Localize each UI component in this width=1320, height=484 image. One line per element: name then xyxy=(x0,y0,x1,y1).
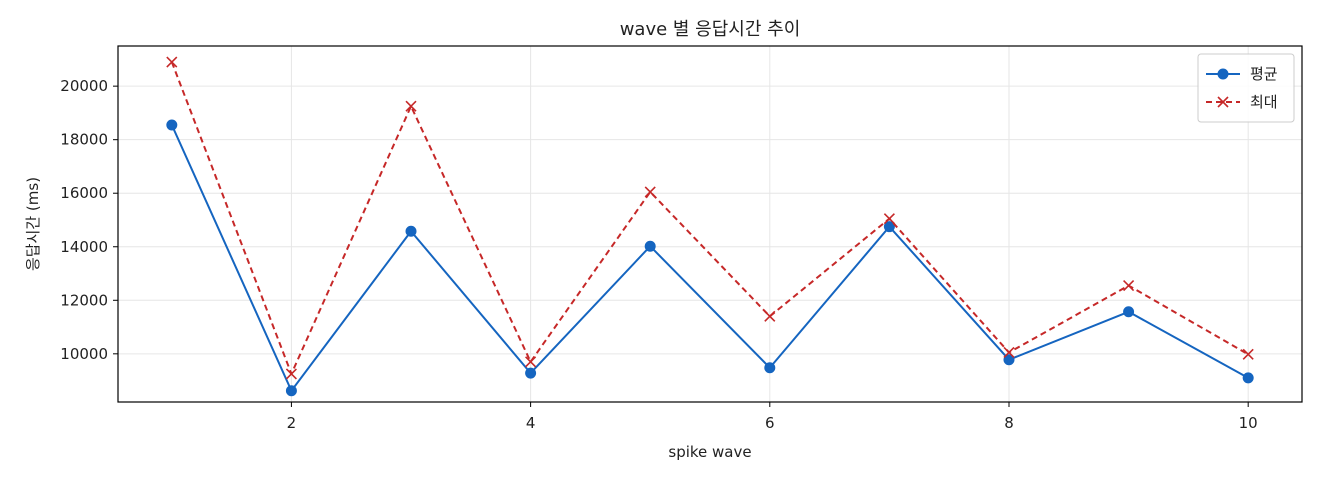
grid-lines xyxy=(118,46,1302,402)
legend-marker xyxy=(1217,68,1229,80)
x-tick-label: 10 xyxy=(1239,414,1258,432)
plot-area-frame xyxy=(117,45,1303,403)
axis-ticks: 2 4 6 8 10 10000 12000 14000 16000 18000 20000 xyxy=(60,77,1257,432)
y-tick-label: 14000 xyxy=(60,238,108,256)
y-tick-label: 18000 xyxy=(60,131,108,149)
series-1 xyxy=(166,119,1254,397)
data-point xyxy=(764,310,776,322)
data-point xyxy=(644,186,656,198)
data-point xyxy=(525,367,537,379)
data-point xyxy=(405,225,417,237)
legend-label: 평균 xyxy=(1250,65,1278,83)
y-tick-label: 20000 xyxy=(60,77,108,95)
data-point xyxy=(285,368,297,380)
data-point xyxy=(166,119,178,131)
data-point xyxy=(285,385,297,397)
data-point xyxy=(1003,346,1015,359)
data-point xyxy=(166,56,178,68)
legend-item: 평균 xyxy=(1206,65,1278,83)
data-point xyxy=(644,240,656,252)
data-point xyxy=(1123,306,1135,318)
data-point xyxy=(1242,372,1254,384)
x-axis-label: spike wave xyxy=(668,443,751,461)
x-tick-label: 8 xyxy=(1004,414,1014,432)
data-point xyxy=(1123,279,1135,292)
x-tick-label: 4 xyxy=(526,414,536,432)
data-point xyxy=(1242,348,1254,360)
y-tick-label: 10000 xyxy=(60,345,108,363)
x-tick-label: 6 xyxy=(765,414,775,432)
data-point xyxy=(1003,354,1015,366)
legend-marker xyxy=(1217,96,1229,108)
data-point xyxy=(883,221,895,233)
series-line xyxy=(170,124,1249,392)
legend-label: 최대 xyxy=(1250,93,1278,111)
data-point xyxy=(764,362,776,374)
data-point xyxy=(525,356,537,368)
series-line xyxy=(170,61,1249,375)
series-layer xyxy=(166,56,1254,397)
data-point xyxy=(883,213,895,225)
y-tick-label: 16000 xyxy=(60,184,108,202)
data-point xyxy=(405,100,417,112)
y-axis-label: 응답시간 (ms) xyxy=(24,177,42,271)
legend-item: 최대 xyxy=(1206,93,1278,111)
series-2 xyxy=(166,56,1254,380)
legend-box xyxy=(1197,53,1295,123)
y-tick-label: 12000 xyxy=(60,291,108,309)
chart-title: wave 별 응답시간 추이 xyxy=(620,19,801,40)
x-tick-label: 2 xyxy=(287,414,297,432)
